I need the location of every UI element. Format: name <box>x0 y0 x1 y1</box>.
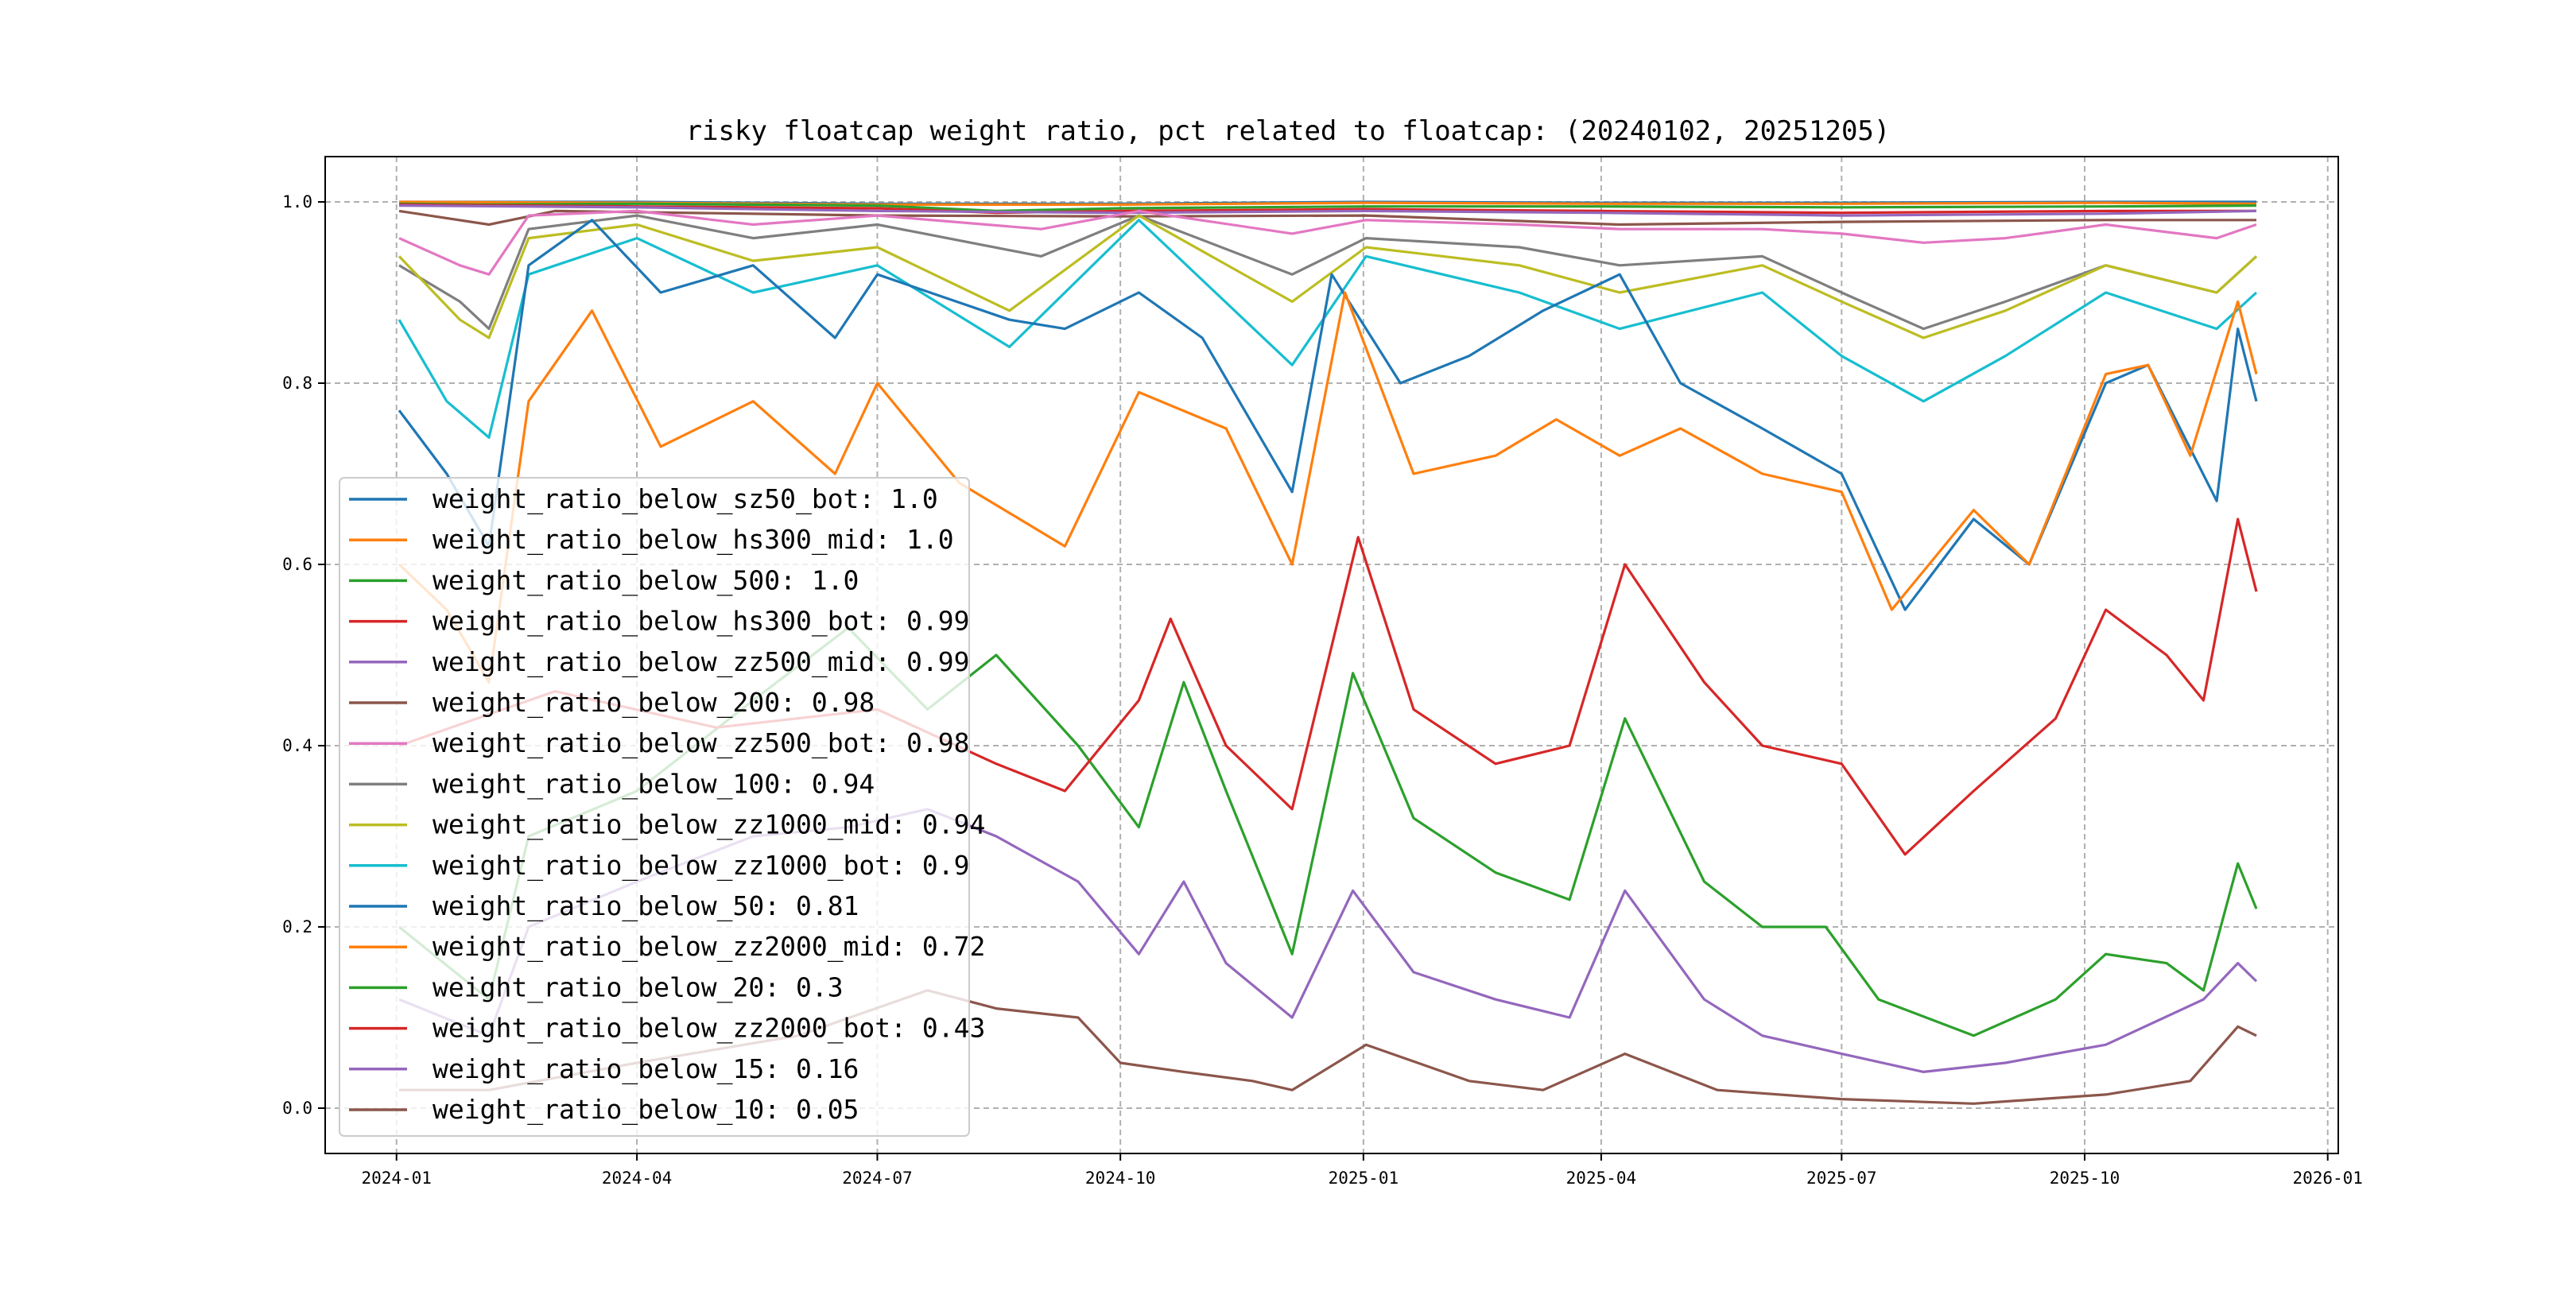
series-line-weight_ratio_below_500 <box>398 202 2257 212</box>
series-line-weight_ratio_below_zz500_bot <box>398 209 2257 276</box>
legend-entry-label: weight_ratio_below_zz2000_mid: 0.72 <box>433 931 985 963</box>
legend-frame <box>339 477 970 1137</box>
legend-entry-label: weight_ratio_below_15: 0.16 <box>433 1053 859 1085</box>
legend-entry-label: weight_ratio_below_hs300_bot: 0.99 <box>433 606 970 638</box>
legend-entry-label: weight_ratio_below_hs300_mid: 1.0 <box>433 524 954 556</box>
series-line-weight_ratio_below_100 <box>398 214 2258 331</box>
y-tick-label: 0.8 <box>282 374 312 393</box>
series-line-weight_ratio_below_zz1000_bot <box>398 219 2258 439</box>
legend-entry-label: weight_ratio_below_10: 0.05 <box>433 1094 859 1126</box>
y-tick-label: 0.4 <box>282 736 312 755</box>
series-line-weight_ratio_below_zz1000_mid <box>398 214 2258 339</box>
x-tick-label: 2024-01 <box>361 1169 432 1188</box>
series-line-weight_ratio_below_zz500_mid <box>398 204 2257 217</box>
x-tick-label: 2025-01 <box>1329 1169 1399 1188</box>
legend-entry-label: weight_ratio_below_100: 0.94 <box>433 768 875 800</box>
legend-entry-label: weight_ratio_below_zz1000_bot: 0.9 <box>433 850 970 882</box>
y-tick-label: 0.0 <box>282 1099 312 1118</box>
legend-entry-label: weight_ratio_below_zz1000_mid: 0.94 <box>433 809 985 841</box>
legend-entry-label: weight_ratio_below_50: 0.81 <box>433 890 859 922</box>
series-line-weight_ratio_below_200 <box>398 209 2256 227</box>
x-tick-label: 2024-07 <box>842 1169 913 1188</box>
y-tick-label: 0.6 <box>282 555 312 574</box>
y-tick-label: 1.0 <box>282 192 312 211</box>
series-line-weight_ratio_below_hs300_bot <box>398 203 2256 215</box>
legend-entry-label: weight_ratio_below_200: 0.98 <box>433 687 875 719</box>
x-tick-label: 2026-01 <box>2292 1169 2363 1188</box>
axis-ticks: 2024-01 2024-04 2024-07 2024-10 2025-01 2025-… <box>282 192 2363 1188</box>
legend-entry-label: weight_ratio_below_zz500_bot: 0.98 <box>433 727 970 759</box>
legend-entry-label: weight_ratio_below_zz500_mid: 0.99 <box>433 646 970 678</box>
x-tick-label: 2024-04 <box>602 1169 673 1188</box>
plot-area-frame <box>324 156 2339 1154</box>
x-tick-label: 2024-10 <box>1085 1169 1156 1188</box>
series-line-weight_ratio_below_zz2000_mid <box>398 291 2258 684</box>
legend: weight_ratio_below_sz50_bot: 1.0 weight_r… <box>339 477 985 1137</box>
y-tick-label: 0.2 <box>282 917 312 936</box>
legend-entry-label: weight_ratio_below_zz2000_bot: 0.43 <box>433 1013 985 1045</box>
legend-entry-label: weight_ratio_below_20: 0.3 <box>433 971 844 1003</box>
x-tick-label: 2025-07 <box>1806 1169 1877 1188</box>
series-line-weight_ratio_below_zz2000_bot <box>398 518 2258 856</box>
legend-entry-label: weight_ratio_below_500: 1.0 <box>433 564 859 596</box>
x-tick-label: 2025-10 <box>2050 1169 2120 1188</box>
x-tick-label: 2025-04 <box>1566 1169 1637 1188</box>
chart-title: risky floatcap weight ratio, pct related… <box>686 115 1891 147</box>
legend-entry-label: weight_ratio_below_sz50_bot: 1.0 <box>433 483 938 515</box>
